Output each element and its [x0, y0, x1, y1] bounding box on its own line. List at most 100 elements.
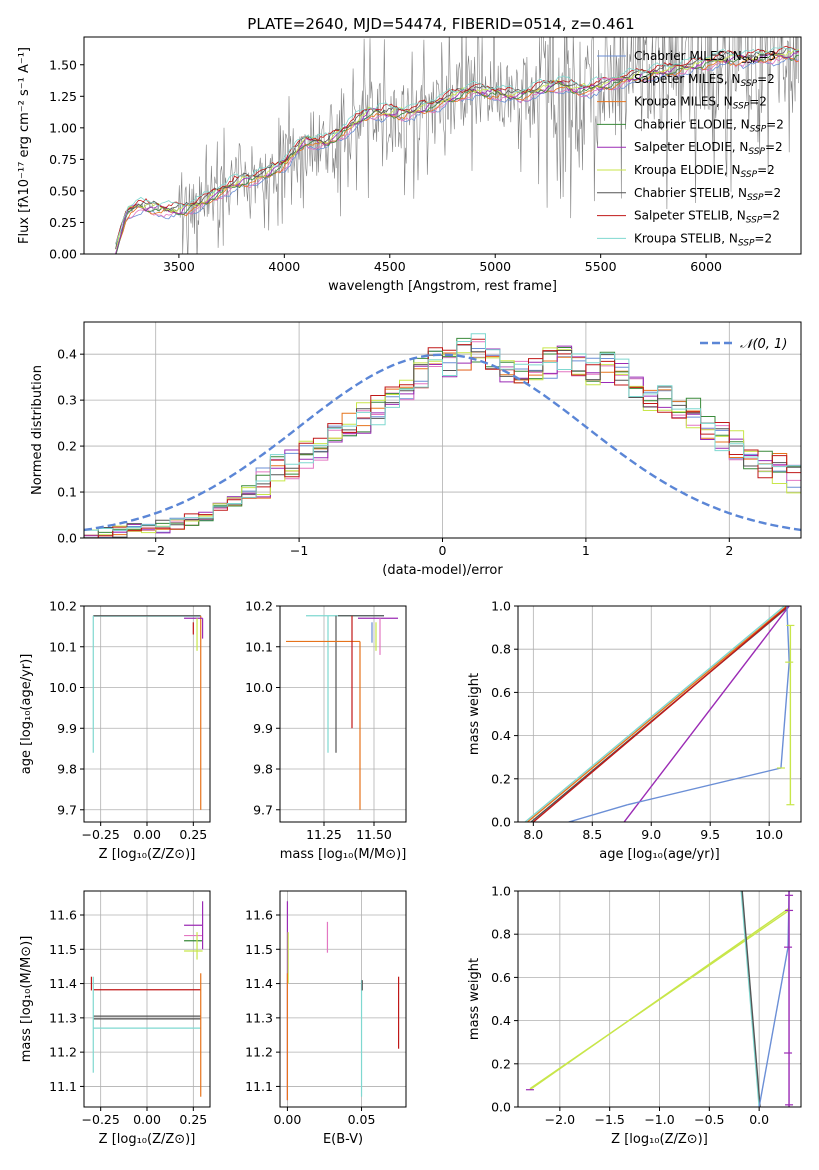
grid-age_vs_mass: [280, 605, 406, 822]
x-tick-label: 0.00: [273, 1112, 301, 1127]
legend-tail: =2: [762, 209, 780, 223]
y-tick-label: 0.75: [49, 152, 77, 167]
y-tick-label: 11.2: [49, 1045, 77, 1060]
y-tick-label: 11.1: [245, 1079, 273, 1094]
legend-tail: =3: [758, 49, 776, 63]
legend-text: Chabrier MILES, N: [634, 49, 742, 63]
legend-sub: SSP: [742, 56, 759, 66]
y-tick-label: 11.5: [49, 942, 77, 957]
y-tick-label: 0.25: [49, 215, 77, 230]
legend-label: Chabrier STELIB, NSSP=2: [634, 186, 781, 203]
mw-line: [780, 662, 790, 769]
x-tick-label: −1.5: [594, 1112, 624, 1127]
legend-sub: SSP: [741, 79, 758, 89]
x-axis-label: mass [log₁₀(M/M⊙)]: [280, 847, 407, 862]
histogram-kroupa_stelib: [84, 333, 801, 531]
y-tick-label: 11.3: [245, 1010, 273, 1025]
y-tick-label: 9.9: [253, 721, 273, 736]
legend-sub: SSP: [738, 238, 755, 248]
legend-tail: =2: [764, 186, 782, 200]
y-tick-label: 0.6: [491, 685, 511, 700]
normal-curve: [84, 353, 801, 532]
x-tick-label: 4500: [374, 259, 406, 274]
axes-frame: [279, 890, 407, 1108]
y-tick-label: 0.2: [491, 771, 511, 786]
legend-tail: =2: [766, 117, 784, 131]
mw-line: [623, 606, 790, 822]
legend-label: Chabrier ELODIE, NSSP=2: [634, 117, 784, 134]
plot-area-age_vs_Z: [92, 615, 204, 810]
y-tick-label: 9.9: [57, 721, 77, 736]
plot-area-residuals: [84, 333, 801, 538]
mw-line: [532, 606, 789, 822]
mw-line: [786, 606, 790, 663]
x-tick-label: −1: [290, 543, 308, 558]
legend-text: Salpeter MILES, N: [634, 72, 741, 86]
legend-text: Chabrier ELODIE, N: [634, 117, 750, 131]
x-axis-label: Z [log₁₀(Z/Z⊙)]: [99, 847, 196, 862]
x-tick-label: 0.25: [179, 1112, 207, 1127]
panel-massweight_vs_age: 8.0 8.5 9.0 9.5 10.0 0.0 0.2 0.4 0.6 0.8 1.0 age [l…: [467, 599, 802, 862]
histogram-chabrier_elodie: [84, 337, 801, 533]
y-tick-label: 0.0: [491, 815, 511, 830]
panel-age_vs_Z: −0.25 0.00 0.25 9.7 9.8 9.9 10.0 10.1 10.2 Z [log…: [19, 599, 211, 862]
panel-mass_vs_ebv: 0.00 0.05 11.1 11.2 11.3 11.4 11.5 11.6 E(B-V): [245, 890, 407, 1147]
model-line-kroupa_stelib: [115, 46, 800, 245]
x-tick-label: 0.05: [348, 1112, 376, 1127]
x-tick-label: 1: [582, 543, 590, 558]
y-tick-label: 11.2: [245, 1045, 273, 1060]
y-axis-label: Normed distribution: [30, 365, 45, 495]
y-tick-label: 0.4: [491, 1013, 511, 1028]
axes-frame: [279, 605, 407, 823]
x-tick-label: 5500: [585, 259, 617, 274]
x-tick-label: −1.0: [644, 1112, 674, 1127]
legend-tail: =2: [757, 72, 775, 86]
y-tick-label: 0.3: [57, 393, 77, 408]
x-axis-label: age [log₁₀(age/yr)]: [599, 847, 720, 862]
y-tick-label: 11.1: [49, 1079, 77, 1094]
y-axis-label: age [log₁₀(age/yr)]: [19, 654, 34, 775]
plot-area-spectrum: [115, 37, 800, 254]
legend-label: Chabrier MILES, NSSP=3: [634, 49, 776, 66]
y-tick-label: 9.8: [57, 762, 77, 777]
x-tick-label: 5000: [479, 259, 511, 274]
x-tick-label: 0.00: [133, 827, 161, 842]
y-tick-label: 0.00: [49, 247, 77, 262]
y-tick-label: 10.1: [245, 639, 273, 654]
mw-line: [740, 891, 760, 1107]
y-tick-label: 10.0: [245, 680, 273, 695]
x-tick-label: 8.5: [582, 827, 602, 842]
legend-tail: =2: [754, 231, 772, 245]
figure-title: PLATE=2640, MJD=54474, FIBERID=0514, z=0…: [247, 15, 634, 33]
y-tick-label: 0.6: [491, 970, 511, 985]
x-tick-label: 10.0: [755, 827, 783, 842]
axes-frame: [517, 605, 802, 823]
legend-label: Salpeter MILES, NSSP=2: [634, 72, 775, 89]
y-tick-label: 11.4: [49, 976, 77, 991]
y-tick-label: 1.25: [49, 89, 77, 104]
plot-area-massweight_vs_Z: [525, 891, 794, 1107]
y-tick-label: 1.0: [491, 884, 511, 899]
y-tick-label: 0.0: [57, 531, 77, 546]
x-tick-label: 6000: [690, 259, 722, 274]
x-tick-label: −2.0: [545, 1112, 575, 1127]
legend-label: Kroupa ELODIE, NSSP=2: [634, 163, 775, 180]
grid-mass_vs_Z: [84, 891, 210, 1107]
x-tick-label: 0: [439, 543, 447, 558]
y-tick-label: 0.2: [491, 1056, 511, 1071]
model-line-chabrier_stelib: [115, 47, 800, 249]
y-tick-label: 0.4: [491, 728, 511, 743]
x-tick-label: 11.50: [356, 827, 392, 842]
x-tick-label: −2: [146, 543, 164, 558]
x-tick-label: 0.00: [133, 1112, 161, 1127]
legend-text: Chabrier STELIB, N: [634, 186, 747, 200]
legend-label-normal: 𝒩(0, 1): [740, 337, 787, 352]
histogram-salpeter_elodie: [84, 345, 801, 537]
model-line-salpeter_elodie: [115, 50, 800, 254]
y-axis-label: mass weight: [467, 958, 482, 1040]
panel-residuals: −2 −1 0 1 2 0.0 0.1 0.2 0.3 0.4 (data-model)/error…: [30, 321, 802, 578]
y-tick-label: 1.00: [49, 120, 77, 135]
mw-line: [526, 606, 788, 822]
x-tick-label: 0.25: [179, 827, 207, 842]
